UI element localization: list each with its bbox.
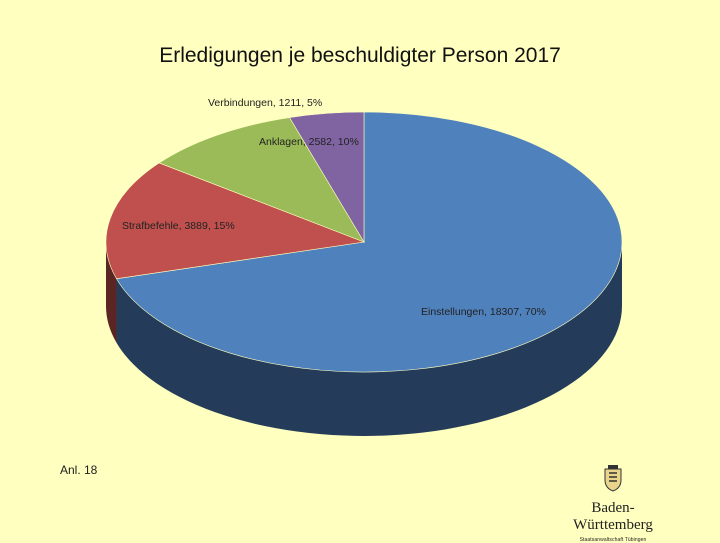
slice-label-verbindungen: Verbindungen, 1211, 5%: [208, 97, 322, 109]
pie-slice-strafbefehle: [105, 162, 366, 280]
pie-slice-verbindungen: [289, 111, 365, 244]
annex-label: Anl. 18: [60, 463, 98, 477]
logo-wordmark: Baden-Württemberg: [573, 500, 653, 533]
state-logo: Baden-Württemberg Staatsanwaltschaft Tüb…: [553, 465, 673, 543]
pie-sides: [106, 242, 623, 437]
coat-of-arms-icon: [604, 465, 622, 492]
logo-subtitle: Staatsanwaltschaft Tübingen: [579, 537, 647, 543]
slice-label-einstellungen: Einstellungen, 18307, 70%: [421, 306, 546, 318]
pie-side-einstellungen: [116, 242, 623, 437]
chart-title: Erledigungen je beschuldigter Person 201…: [159, 44, 561, 67]
pie-labels: Einstellungen, 18307, 70% Strafbefehle, 3…: [122, 97, 546, 318]
slice-label-anklagen: Anklagen, 2582, 10%: [259, 136, 359, 148]
pie-slice-anklagen: [158, 117, 365, 243]
slice-label-strafbefehle: Strafbefehle, 3889, 15%: [122, 220, 235, 232]
pie-tops: [105, 111, 623, 373]
pie-side-strafbefehle: [106, 242, 117, 343]
pie-slice-einstellungen: [116, 111, 623, 373]
